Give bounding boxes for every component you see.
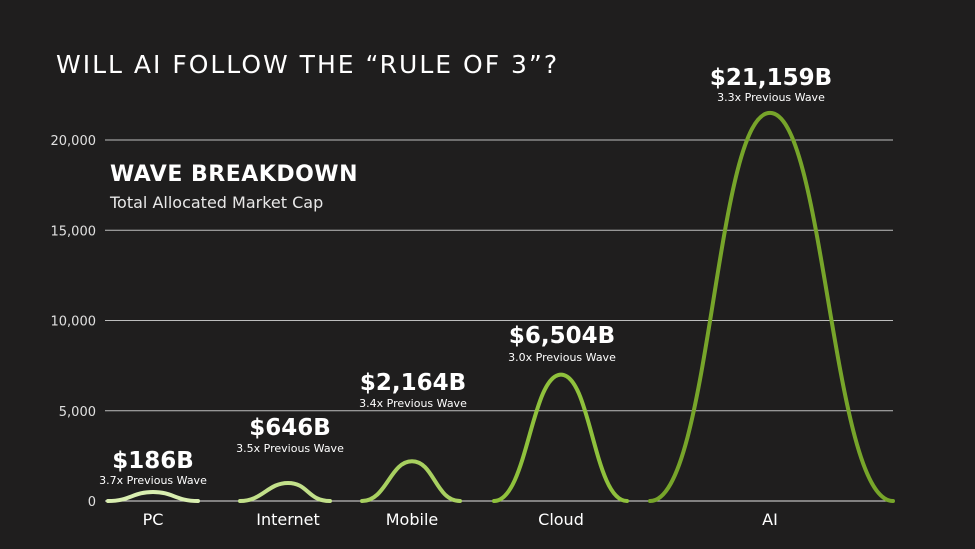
wave-pc bbox=[106, 489, 200, 503]
multiplier-label: 3.7x Previous Wave bbox=[99, 474, 207, 487]
y-tick-label: 0 bbox=[88, 495, 96, 510]
y-tick-label: 5,000 bbox=[59, 405, 96, 420]
x-tick-label: Mobile bbox=[386, 510, 438, 529]
x-tick-label: Internet bbox=[256, 510, 320, 529]
x-tick-label: Cloud bbox=[538, 510, 584, 529]
multiplier-label: 3.4x Previous Wave bbox=[359, 397, 467, 410]
value-label: $186B bbox=[112, 448, 194, 474]
y-tick-label: 15,000 bbox=[51, 224, 97, 239]
panel-heading: WAVE BREAKDOWN bbox=[110, 162, 358, 187]
multiplier-label: 3.5x Previous Wave bbox=[236, 442, 344, 455]
wave-ai bbox=[648, 110, 895, 503]
x-tick-label: AI bbox=[762, 510, 778, 529]
value-label: $646B bbox=[249, 415, 331, 441]
wave-cloud bbox=[492, 372, 629, 503]
wave-mobile bbox=[360, 459, 462, 503]
panel-subheading: Total Allocated Market Cap bbox=[110, 193, 324, 212]
chart-title: WILL AI FOLLOW THE “RULE OF 3”? bbox=[56, 50, 560, 79]
wave-internet bbox=[238, 480, 332, 503]
value-label: $6,504B bbox=[509, 323, 615, 349]
y-tick-label: 10,000 bbox=[51, 315, 97, 330]
x-tick-label: PC bbox=[143, 510, 164, 529]
y-tick-label: 20,000 bbox=[51, 134, 97, 149]
multiplier-label: 3.3x Previous Wave bbox=[717, 91, 825, 104]
value-label: $2,164B bbox=[360, 370, 466, 396]
value-label: $21,159B bbox=[710, 65, 832, 91]
multiplier-label: 3.0x Previous Wave bbox=[508, 351, 616, 364]
